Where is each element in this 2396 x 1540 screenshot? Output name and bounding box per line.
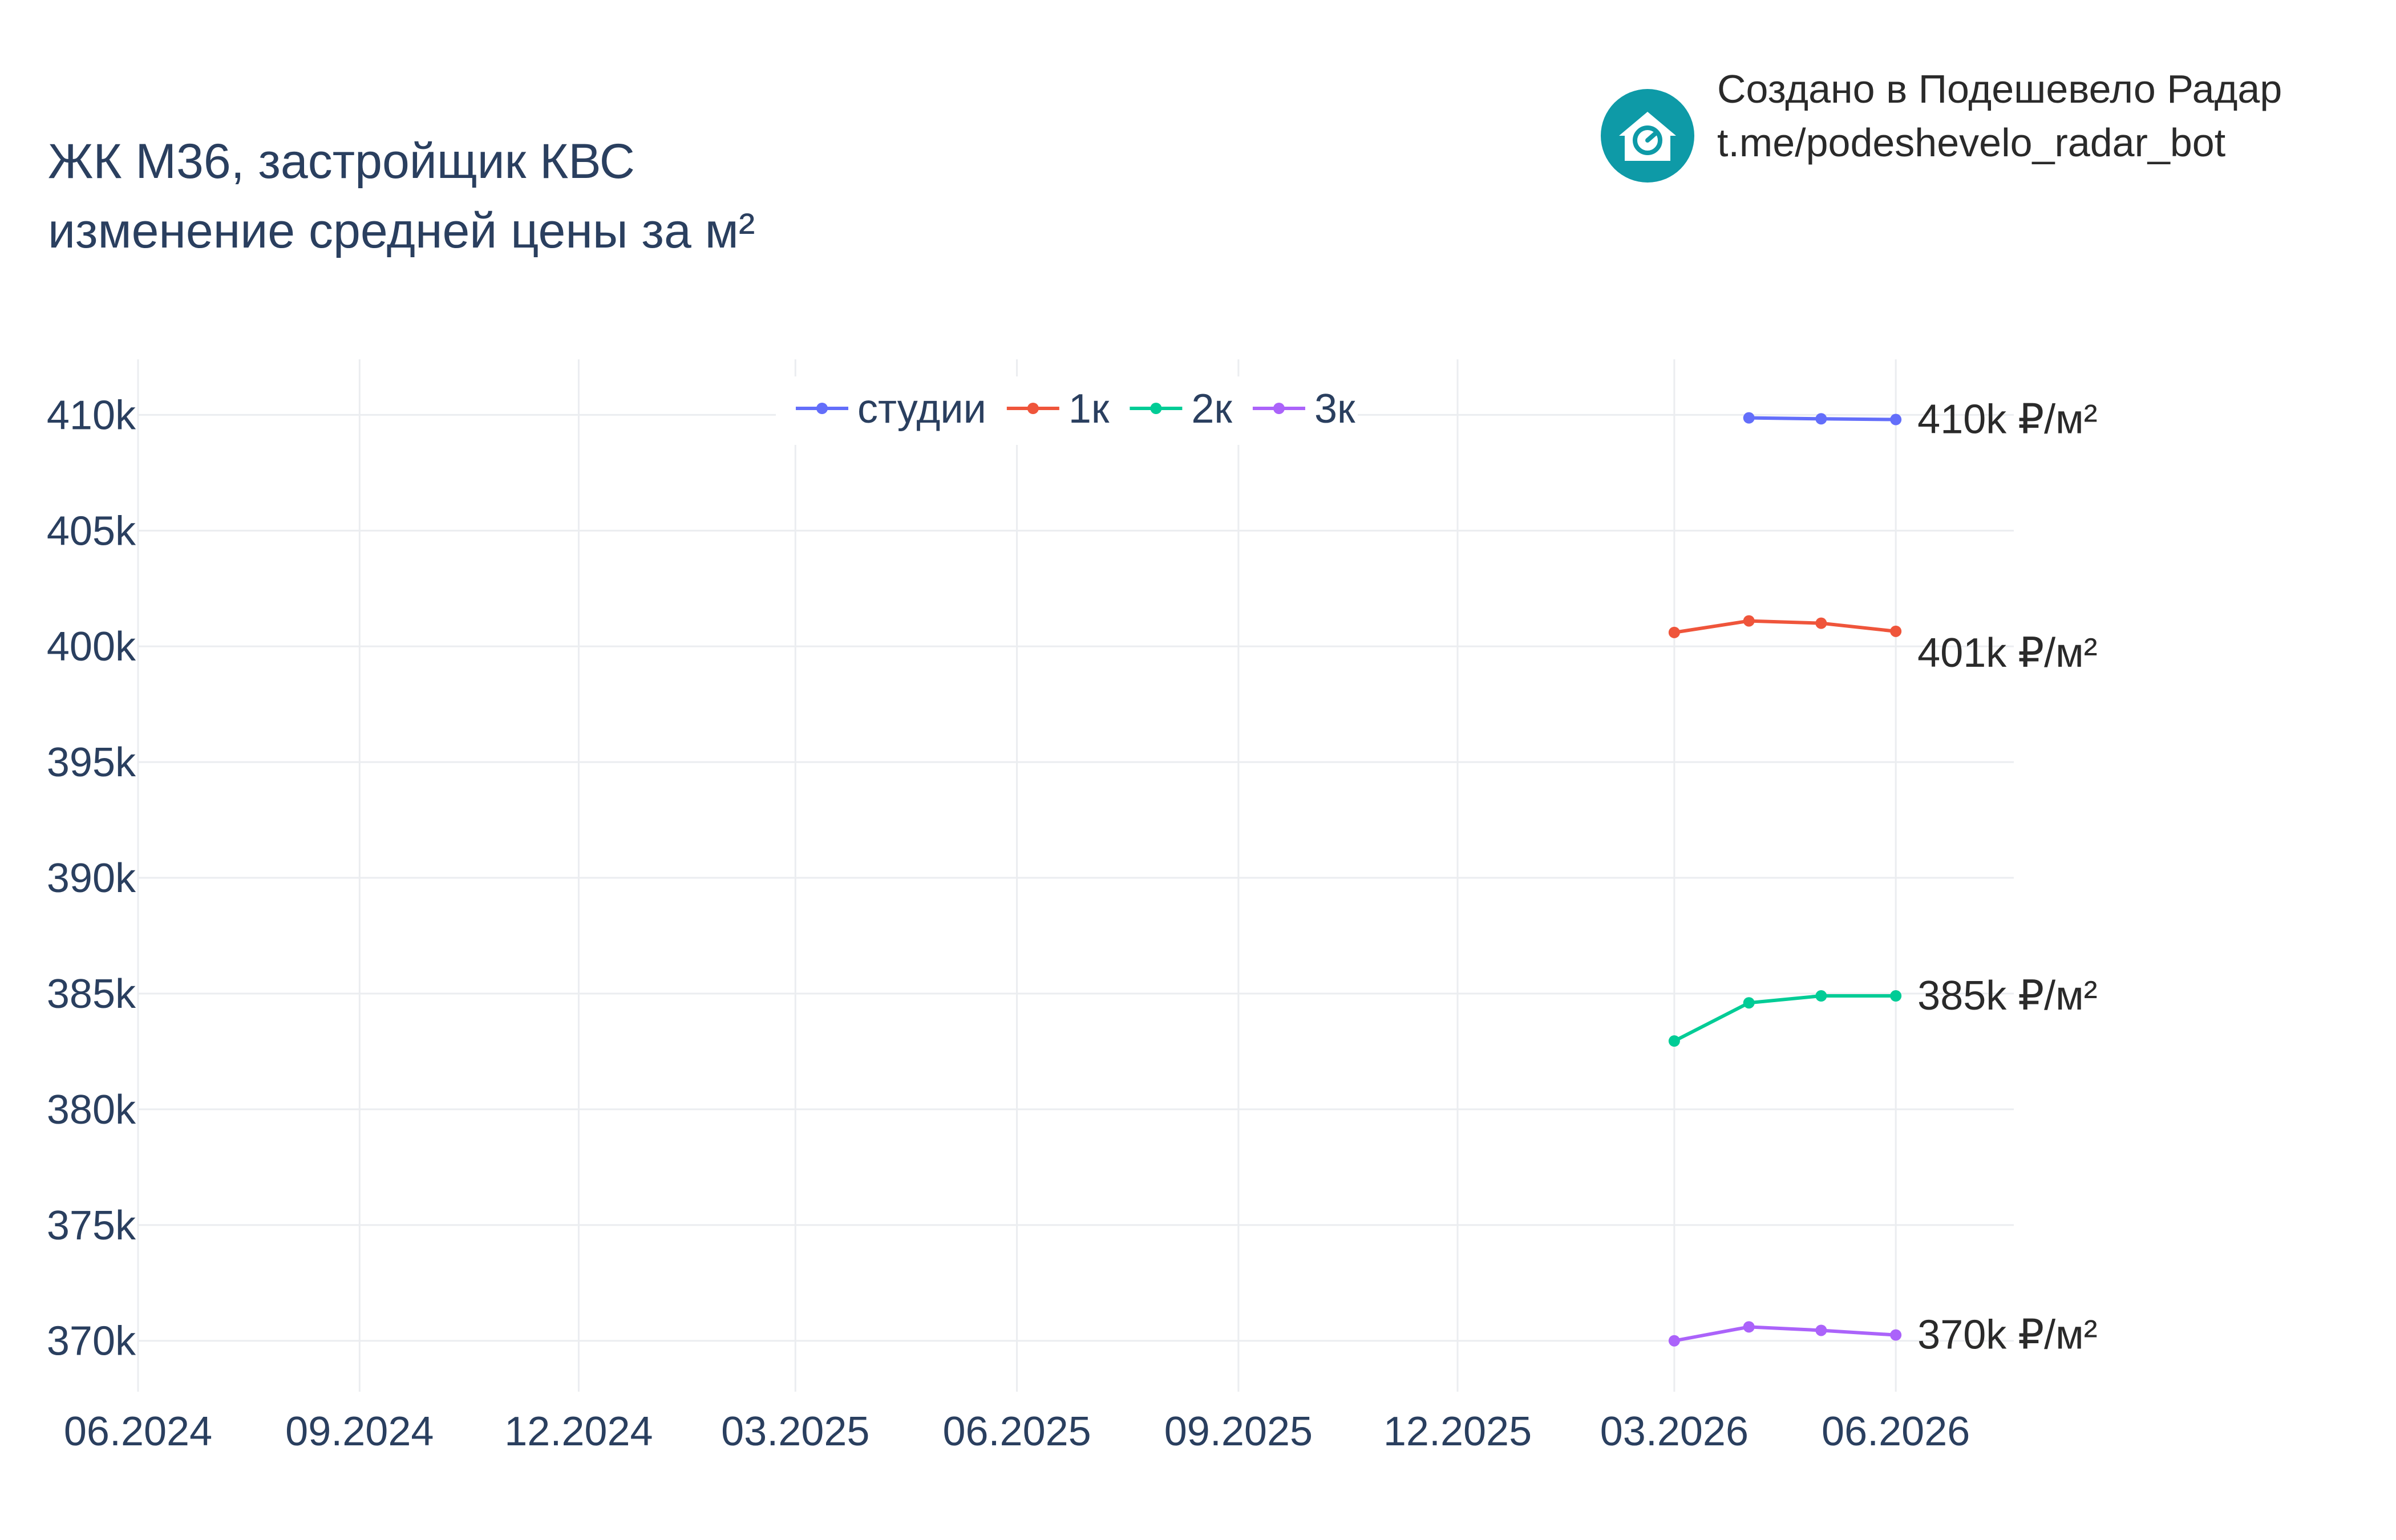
legend-background [776, 376, 1358, 445]
end-value-label: 410k ₽/м² [1917, 397, 2097, 443]
y-tick-label: 400k [47, 624, 136, 670]
chart-title-line-1: ЖК М36, застройщик КВС [48, 134, 635, 189]
series-line [1672, 994, 1898, 1043]
data-point [1815, 990, 1827, 1002]
house-icon [1619, 112, 1676, 161]
end-value-label: 370k ₽/м² [1917, 1312, 2097, 1358]
data-point [1815, 1324, 1827, 1336]
legend-label: 1к [1069, 386, 1110, 432]
series [1668, 412, 1902, 1347]
legend-label: 2к [1191, 386, 1232, 432]
y-tick-label: 375k [47, 1203, 136, 1249]
x-tick-label: 12.2024 [504, 1409, 653, 1454]
legend-marker [1150, 403, 1162, 414]
y-tick-label: 370k [47, 1319, 136, 1364]
credit-line-1: Создано в Подешевело Радар [1717, 67, 2282, 111]
x-tick-label: 03.2025 [721, 1409, 869, 1454]
x-tick-label: 12.2025 [1383, 1409, 1532, 1454]
data-point [1668, 626, 1680, 638]
data-point [1890, 414, 1902, 425]
data-point [1890, 625, 1902, 637]
series-line [1672, 619, 1898, 634]
y-tick-label: 385k [47, 971, 136, 1017]
end-labels: 410k ₽/м² 401k ₽/м² 385k ₽/м² 370k ₽/м² [1917, 397, 2097, 1358]
data-point [1890, 990, 1902, 1002]
data-point [1743, 997, 1755, 1009]
y-axis-ticks: 370k 375k 380k 385k 390k 395k 400k 405k 410k [47, 392, 136, 1364]
data-point [1743, 1321, 1755, 1333]
grid [137, 359, 2014, 1392]
data-point [1890, 1329, 1902, 1341]
x-tick-label: 06.2026 [1822, 1409, 1970, 1454]
y-tick-label: 395k [47, 740, 136, 785]
data-point [1743, 615, 1755, 627]
x-tick-label: 03.2026 [1600, 1409, 1749, 1454]
x-tick-label: 06.2024 [64, 1409, 212, 1454]
y-tick-label: 380k [47, 1087, 136, 1133]
legend-label: 3к [1314, 386, 1355, 432]
credit-line-2: t.me/podeshevelo_radar_bot [1717, 120, 2225, 165]
chart-title-line-2: изменение средней цены за м² [48, 204, 755, 258]
legend-marker [816, 403, 828, 414]
series-line [1672, 1325, 1898, 1343]
end-value-label: 385k ₽/м² [1917, 973, 2097, 1019]
y-tick-label: 410k [47, 392, 136, 438]
y-tick-label: 405k [47, 508, 136, 554]
data-point [1815, 413, 1827, 425]
x-tick-label: 09.2024 [285, 1409, 434, 1454]
x-axis-ticks: 06.2024 09.2024 12.2024 03.2025 06.2025 09.20… [64, 1409, 1970, 1454]
data-point [1668, 1335, 1680, 1347]
legend-marker [1027, 403, 1039, 414]
data-point [1815, 617, 1827, 629]
data-point [1743, 412, 1755, 424]
legend: студии 1к 2к 3к [776, 376, 1358, 445]
x-tick-label: 09.2025 [1164, 1409, 1313, 1454]
y-tick-label: 390k [47, 856, 136, 901]
credit-logo [1601, 89, 1694, 183]
data-point [1668, 1035, 1680, 1047]
end-value-label: 401k ₽/м² [1917, 630, 2097, 676]
legend-label: студии [857, 386, 986, 432]
legend-marker [1273, 403, 1285, 414]
x-tick-label: 06.2025 [942, 1409, 1091, 1454]
